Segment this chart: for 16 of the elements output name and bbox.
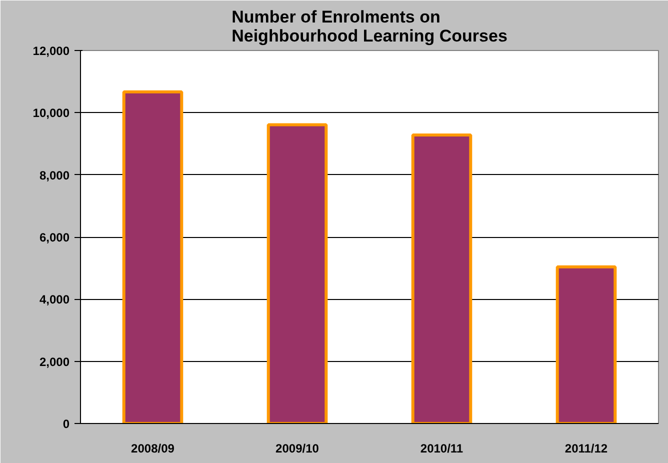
bar [266, 123, 328, 424]
y-tick-label: 8,000 [39, 168, 70, 182]
y-tick-label: 12,000 [32, 44, 70, 58]
y-tick-label: 10,000 [32, 106, 70, 120]
x-tick-label: 2008/09 [131, 442, 175, 456]
bar [556, 265, 617, 424]
chart-title: Number of Enrolments on Neighbourhood Learning Courses [232, 8, 508, 46]
x-tick-label: 2009/10 [276, 442, 320, 456]
y-tick-label: 2,000 [39, 354, 70, 369]
bar [411, 134, 472, 424]
y-tick-label: 4,000 [39, 292, 70, 307]
bar [122, 90, 184, 424]
y-tick-label: 6,000 [39, 230, 70, 244]
x-tick-label: 2011/12 [564, 442, 608, 456]
y-tick-label: 0 [62, 417, 70, 431]
x-tick-label: 2010/11 [420, 442, 464, 456]
